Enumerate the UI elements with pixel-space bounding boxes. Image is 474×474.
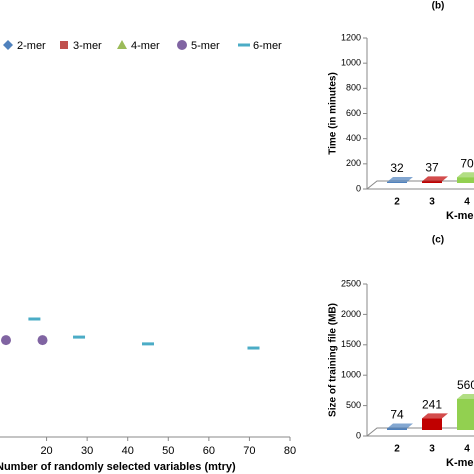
x-axis-label: K-mer bbox=[446, 457, 474, 469]
x-tick-label: 3 bbox=[429, 197, 435, 208]
floor bbox=[365, 427, 474, 437]
legend-marker bbox=[117, 40, 127, 49]
x-axis-label: Number of randomly selected variables (m… bbox=[0, 461, 236, 473]
x-tick-label: 4 bbox=[464, 444, 470, 455]
legend-label: 5-mer bbox=[191, 40, 220, 52]
value-label: 70 bbox=[460, 156, 474, 170]
marker bbox=[247, 346, 260, 350]
bar bbox=[387, 181, 407, 183]
legend-marker bbox=[3, 40, 13, 50]
x-tick-label: 80 bbox=[284, 445, 296, 457]
x-tick-label: 60 bbox=[203, 445, 215, 457]
marker bbox=[142, 342, 154, 346]
marker bbox=[1, 335, 11, 346]
legend-marker bbox=[177, 40, 187, 50]
y-tick-label: 1000 bbox=[341, 58, 361, 68]
marker bbox=[28, 317, 41, 321]
legend-label: 4-mer bbox=[131, 40, 160, 52]
marker bbox=[73, 335, 86, 339]
y-tick-label: 400 bbox=[346, 133, 361, 143]
y-tick-label: 600 bbox=[346, 108, 361, 118]
bar-top bbox=[457, 172, 474, 178]
bar-top bbox=[387, 176, 413, 182]
y-axis-label: Size of training file (MB) bbox=[328, 303, 339, 417]
value-label: 37 bbox=[425, 161, 439, 175]
x-tick-label: 4 bbox=[464, 197, 470, 208]
bar-top bbox=[457, 393, 474, 399]
y-tick-label: 1000 bbox=[341, 370, 361, 380]
marker bbox=[37, 335, 48, 346]
y-tick-label: 2000 bbox=[341, 309, 361, 319]
bar bbox=[457, 177, 474, 183]
value-label: 32 bbox=[390, 161, 404, 175]
legend-label: 2-mer bbox=[17, 40, 46, 52]
legend-label: 6-mer bbox=[253, 40, 282, 52]
bar bbox=[457, 398, 474, 430]
y-tick-label: 2500 bbox=[341, 278, 361, 288]
value-label: 560 bbox=[457, 378, 474, 392]
legend-marker bbox=[238, 43, 250, 47]
y-tick-label: 800 bbox=[346, 83, 361, 93]
y-tick-label: 0 bbox=[356, 183, 361, 193]
x-tick-label: 3 bbox=[429, 444, 435, 455]
y-tick-label: 0 bbox=[356, 430, 361, 440]
x-tick-label: 50 bbox=[162, 445, 174, 457]
floor bbox=[365, 180, 474, 190]
y-tick-label: 500 bbox=[346, 400, 361, 410]
chart-title: (b) bbox=[432, 1, 445, 12]
bar bbox=[387, 428, 407, 430]
x-tick-label: 20 bbox=[40, 445, 52, 457]
bar-top bbox=[422, 176, 448, 182]
bar-top bbox=[422, 413, 448, 419]
x-tick-label: 30 bbox=[81, 445, 93, 457]
y-tick-label: 200 bbox=[346, 158, 361, 168]
y-tick-label: 1500 bbox=[341, 339, 361, 349]
x-tick-label: 2 bbox=[394, 444, 400, 455]
x-axis-label: K-mer bbox=[446, 210, 474, 222]
y-tick-label: 1200 bbox=[341, 32, 361, 42]
value-label: 241 bbox=[422, 398, 442, 412]
bar bbox=[422, 418, 442, 430]
legend-label: 3-mer bbox=[73, 40, 102, 52]
chart-title: (c) bbox=[432, 235, 444, 246]
bar-top bbox=[387, 423, 413, 429]
legend-marker bbox=[60, 41, 68, 49]
value-label: 74 bbox=[390, 408, 404, 422]
y-axis-label: Time (in minutes) bbox=[328, 72, 339, 155]
bar bbox=[422, 181, 442, 183]
x-tick-label: 70 bbox=[243, 445, 255, 457]
x-tick-label: 40 bbox=[122, 445, 134, 457]
x-tick-label: 2 bbox=[394, 197, 400, 208]
